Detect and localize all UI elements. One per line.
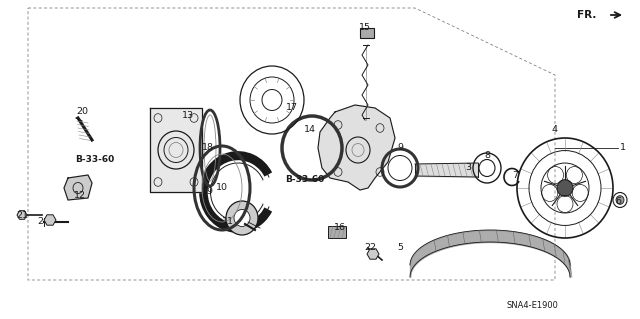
Text: B-33-60: B-33-60	[76, 155, 115, 165]
Text: B-33-60: B-33-60	[285, 175, 324, 184]
Text: 14: 14	[304, 125, 316, 135]
Text: 10: 10	[216, 183, 228, 192]
Text: 16: 16	[334, 224, 346, 233]
Text: 13: 13	[182, 110, 194, 120]
Text: 2: 2	[37, 218, 43, 226]
FancyBboxPatch shape	[360, 28, 374, 38]
Text: 22: 22	[364, 243, 376, 253]
Ellipse shape	[616, 196, 624, 204]
Polygon shape	[64, 175, 92, 200]
Text: 4: 4	[552, 125, 558, 135]
Ellipse shape	[557, 180, 573, 196]
Text: 9: 9	[397, 144, 403, 152]
Text: FR.: FR.	[577, 10, 596, 20]
Ellipse shape	[226, 201, 258, 235]
Ellipse shape	[234, 210, 250, 226]
Text: 20: 20	[76, 108, 88, 116]
Text: 18: 18	[202, 144, 214, 152]
Text: 11: 11	[222, 218, 234, 226]
Text: 6: 6	[615, 197, 621, 206]
Text: 17: 17	[286, 103, 298, 113]
Text: SNA4-E1900: SNA4-E1900	[506, 301, 558, 310]
FancyBboxPatch shape	[328, 226, 346, 238]
Text: 7: 7	[512, 170, 518, 180]
Polygon shape	[150, 108, 202, 192]
Text: 19: 19	[202, 188, 214, 197]
Polygon shape	[318, 105, 395, 190]
Text: 12: 12	[74, 190, 86, 199]
Text: 1: 1	[620, 144, 626, 152]
Text: 3: 3	[465, 164, 471, 173]
Text: 8: 8	[484, 151, 490, 160]
Text: 5: 5	[397, 243, 403, 253]
Text: 15: 15	[359, 24, 371, 33]
Text: 21: 21	[16, 211, 28, 219]
